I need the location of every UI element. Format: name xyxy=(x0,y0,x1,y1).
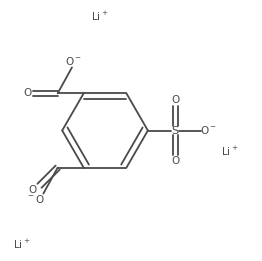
Text: O: O xyxy=(23,88,31,98)
Text: S: S xyxy=(172,126,179,135)
Text: Li$^+$: Li$^+$ xyxy=(91,10,109,23)
Text: Li$^+$: Li$^+$ xyxy=(221,145,238,158)
Text: Li$^+$: Li$^+$ xyxy=(13,238,31,251)
Text: O: O xyxy=(29,186,37,195)
Text: O$^-$: O$^-$ xyxy=(200,124,217,137)
Text: O: O xyxy=(171,95,179,105)
Text: O: O xyxy=(171,156,179,166)
Text: O$^-$: O$^-$ xyxy=(65,55,82,67)
Text: $^-$O: $^-$O xyxy=(26,193,45,205)
